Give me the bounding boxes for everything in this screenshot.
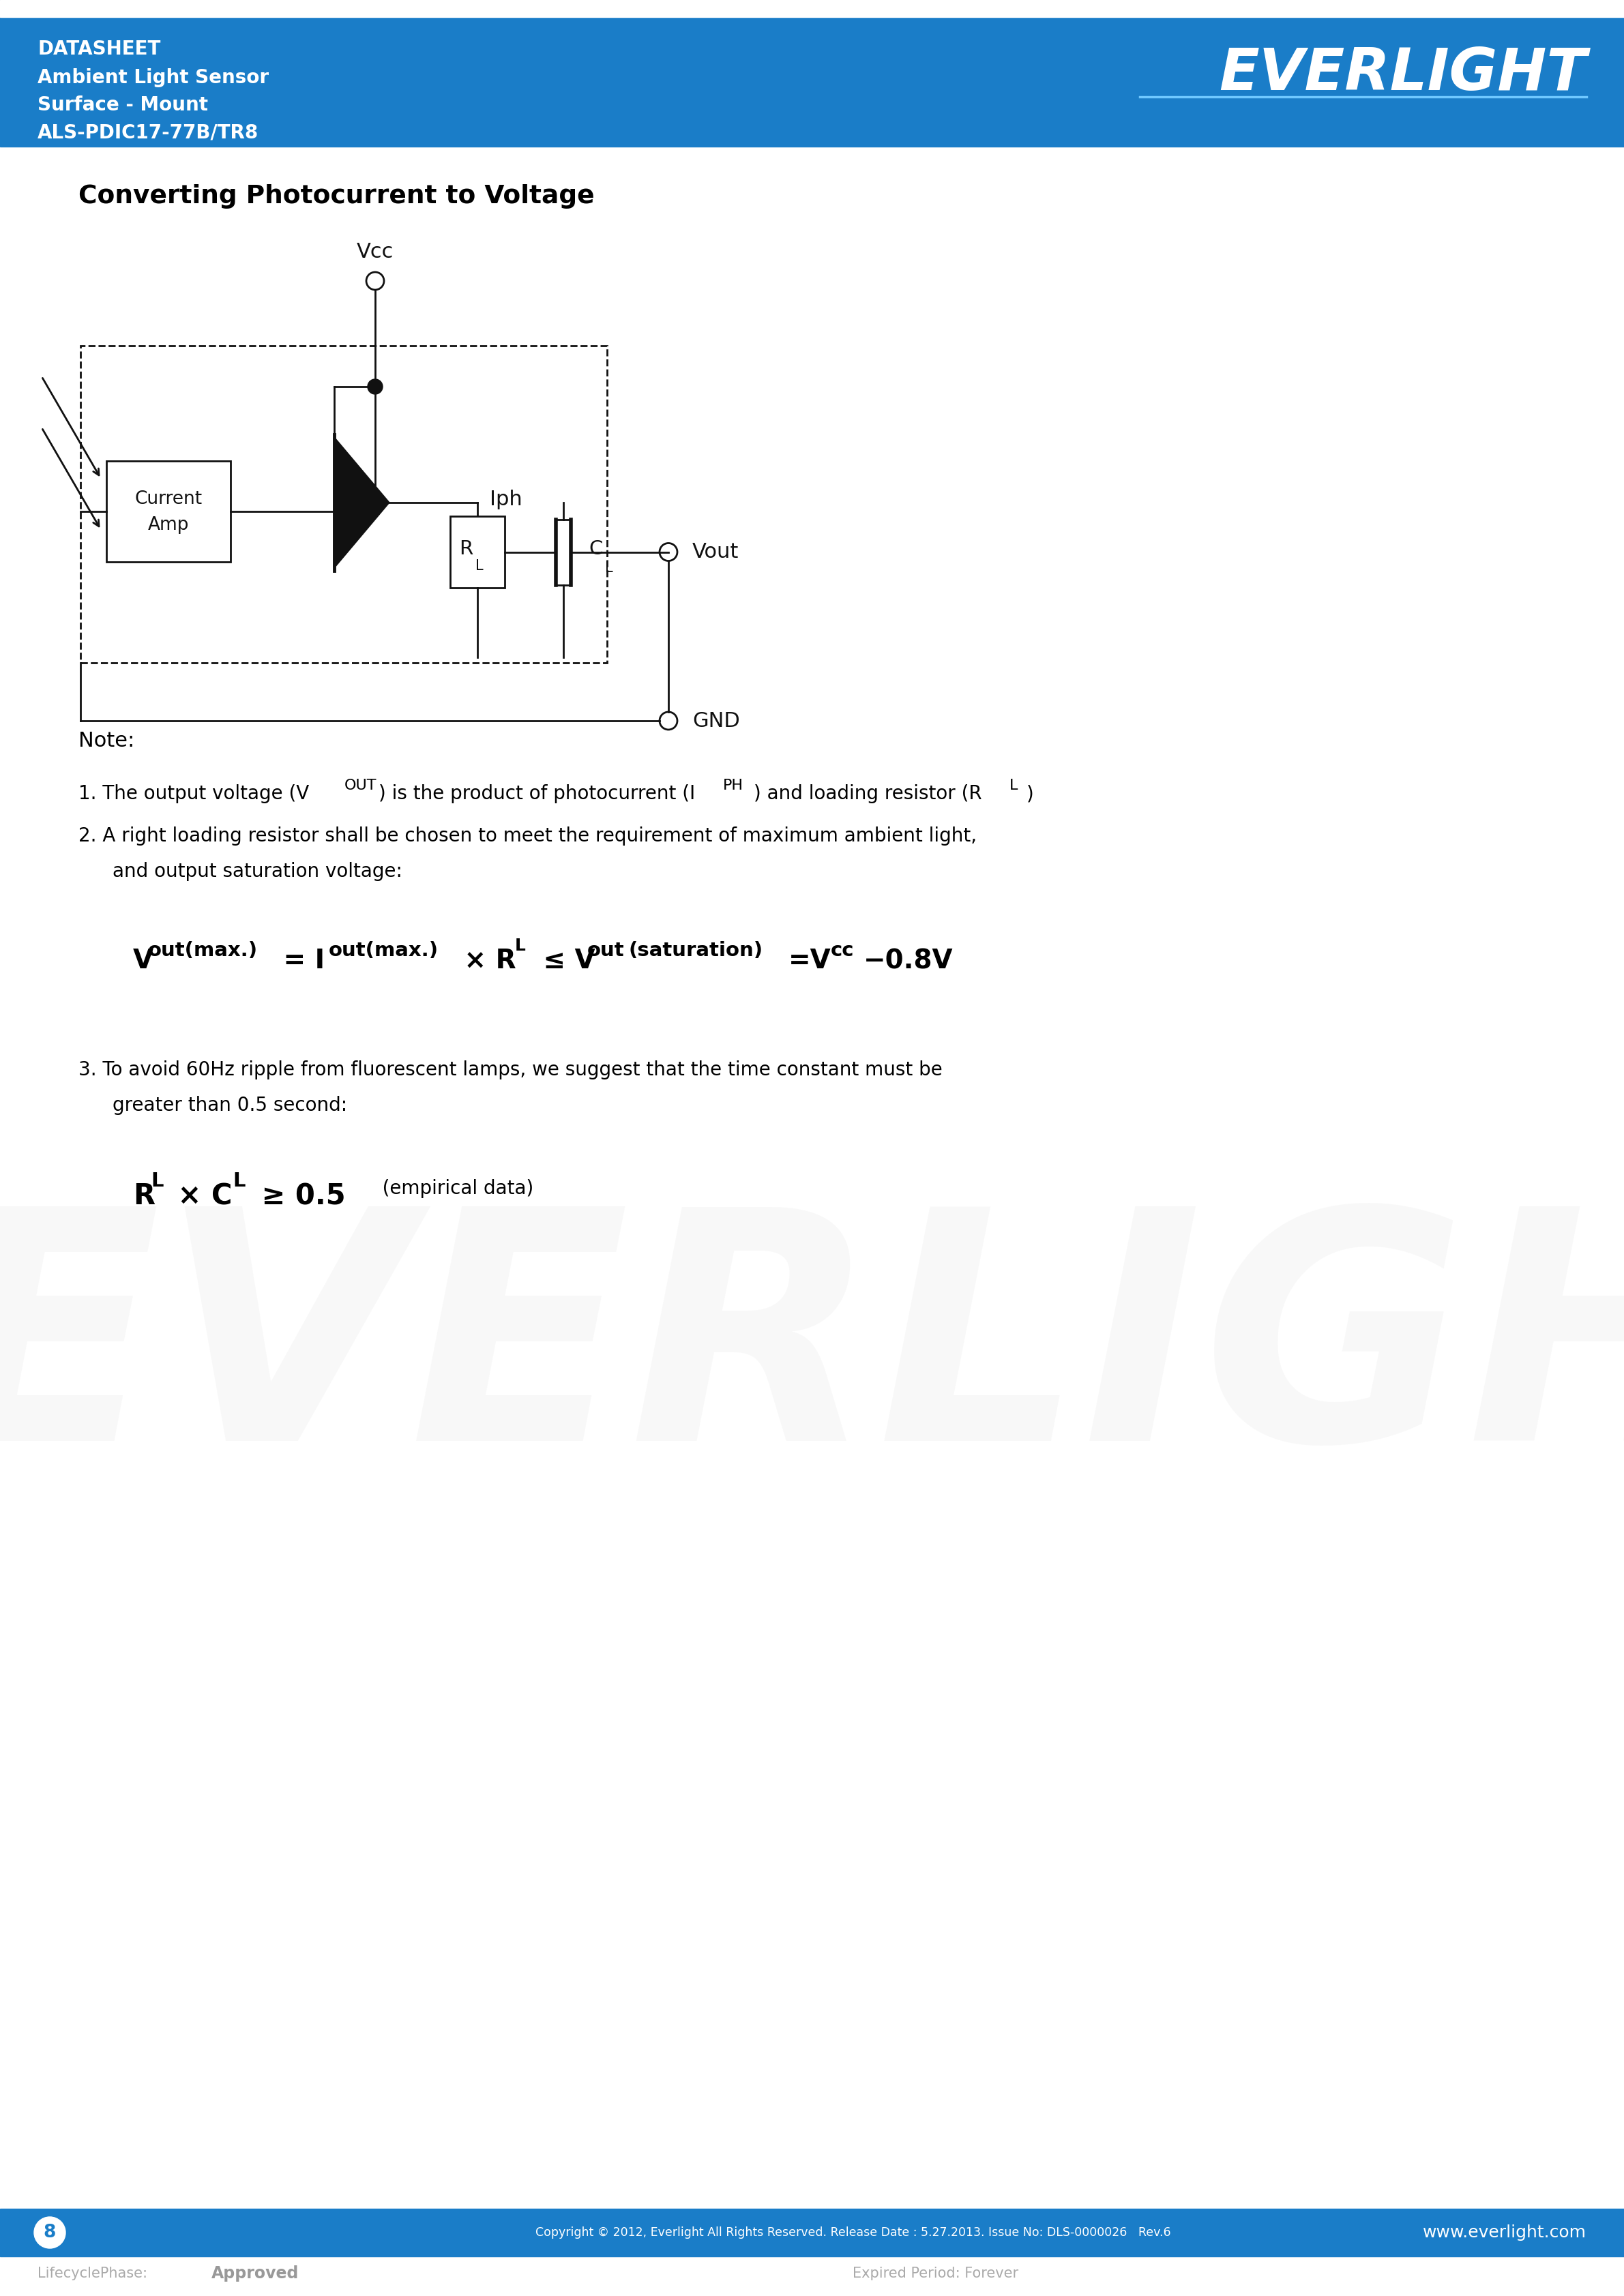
Text: LifecyclePhase:: LifecyclePhase: (37, 2266, 148, 2280)
Text: L: L (606, 560, 612, 574)
Text: ): ) (1026, 785, 1034, 804)
Text: GND: GND (692, 712, 741, 730)
Circle shape (367, 379, 383, 395)
Text: Approved: Approved (211, 2266, 299, 2282)
Text: ≥ 0.5: ≥ 0.5 (252, 1182, 346, 1210)
Text: ≤ V: ≤ V (534, 948, 596, 974)
Text: cc: cc (831, 941, 854, 960)
Text: × C: × C (167, 1182, 232, 1210)
Text: OUT: OUT (344, 778, 377, 792)
Text: www.everlight.com: www.everlight.com (1423, 2225, 1587, 2241)
Text: ) and loading resistor (R: ) and loading resistor (R (754, 785, 983, 804)
Bar (107, 461, 231, 563)
Text: L: L (232, 1171, 245, 1192)
Text: Amp: Amp (148, 517, 188, 535)
Text: Converting Photocurrent to Voltage: Converting Photocurrent to Voltage (78, 184, 594, 209)
Text: greater than 0.5 second:: greater than 0.5 second: (112, 1095, 348, 1116)
Text: −0.8V: −0.8V (864, 948, 953, 974)
Text: Vcc: Vcc (357, 241, 393, 262)
Text: Current: Current (135, 491, 203, 507)
Text: Ambient Light Sensor: Ambient Light Sensor (37, 69, 270, 87)
Text: × R: × R (455, 948, 516, 974)
Text: ) is the product of photocurrent (I: ) is the product of photocurrent (I (378, 785, 695, 804)
Text: Copyright © 2012, Everlight All Rights Reserved. Release Date : 5.27.2013. Issue: Copyright © 2012, Everlight All Rights R… (536, 2227, 1171, 2239)
Text: out(max.): out(max.) (148, 941, 258, 960)
Text: R: R (460, 540, 473, 558)
Polygon shape (335, 439, 388, 567)
Text: 8: 8 (44, 2225, 57, 2241)
Bar (0, 0, 1624, 16)
Text: C: C (588, 540, 603, 558)
Text: =V: =V (789, 948, 831, 974)
Text: EVERLIGHT: EVERLIGHT (0, 1196, 1624, 1508)
Text: 1. The output voltage (V: 1. The output voltage (V (78, 785, 309, 804)
Text: L: L (476, 558, 482, 572)
Text: L: L (151, 1171, 164, 1192)
Circle shape (34, 2218, 65, 2248)
Text: ALS-PDIC17-77B/TR8: ALS-PDIC17-77B/TR8 (37, 122, 258, 142)
Text: Expired Period: Forever: Expired Period: Forever (853, 2266, 1018, 2280)
Text: EVERLIGHT: EVERLIGHT (1218, 46, 1587, 101)
Text: = I: = I (274, 948, 325, 974)
Bar (450, 517, 505, 588)
Bar (0, 0, 1624, 147)
Text: 2. A right loading resistor shall be chosen to meet the requirement of maximum a: 2. A right loading resistor shall be cho… (78, 827, 976, 845)
Text: out(max.): out(max.) (328, 941, 438, 960)
Text: (saturation): (saturation) (628, 941, 763, 960)
Bar (0, 2209, 1624, 2257)
Text: DATASHEET: DATASHEET (37, 39, 161, 60)
Text: Iph: Iph (490, 489, 523, 510)
Text: PH: PH (723, 778, 744, 792)
Text: and output saturation voltage:: and output saturation voltage: (112, 861, 403, 882)
Text: L: L (515, 937, 526, 955)
Text: Surface - Mount: Surface - Mount (37, 96, 208, 115)
Text: Note:: Note: (78, 730, 135, 751)
Text: V: V (133, 948, 154, 974)
Text: R: R (133, 1182, 154, 1210)
Text: (empirical data): (empirical data) (364, 1180, 534, 1199)
Text: Vout: Vout (692, 542, 739, 563)
Text: 3. To avoid 60Hz ripple from fluorescent lamps, we suggest that the time constan: 3. To avoid 60Hz ripple from fluorescent… (78, 1061, 942, 1079)
Bar (81, 347, 607, 664)
Text: out: out (588, 941, 625, 960)
Text: L: L (1010, 778, 1018, 792)
